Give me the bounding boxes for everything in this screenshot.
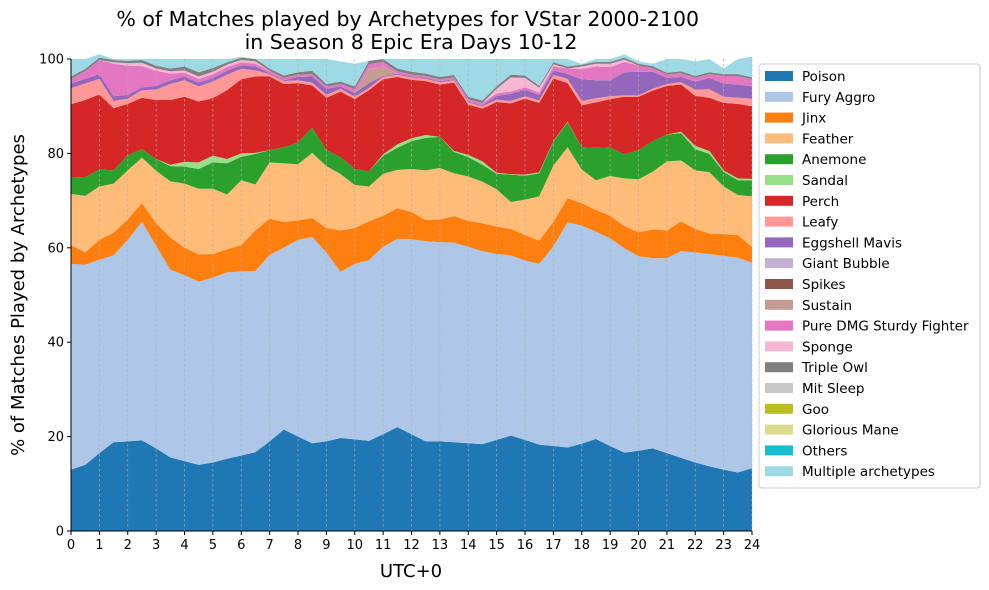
legend-label: Perch bbox=[802, 194, 839, 210]
legend: Poison Fury Aggro Jinx Feather Anemone Sandal… bbox=[758, 63, 981, 489]
x-axis-label: UTC+0 bbox=[380, 561, 442, 582]
x-tick-label: 0 bbox=[67, 538, 75, 553]
legend-label: Spikes bbox=[802, 277, 846, 293]
legend-swatch bbox=[765, 112, 793, 123]
x-tick-label: 8 bbox=[294, 538, 302, 553]
legend-swatch bbox=[765, 466, 793, 477]
legend-swatch bbox=[765, 133, 793, 144]
legend-label: Sustain bbox=[802, 298, 852, 314]
x-tick-label: 10 bbox=[346, 538, 363, 553]
legend-swatch bbox=[765, 216, 793, 227]
legend-swatch bbox=[765, 195, 793, 206]
y-axis-label: % of Matches Played by Archetypes bbox=[8, 134, 29, 456]
legend-frame bbox=[758, 63, 981, 489]
area-perch bbox=[71, 76, 752, 179]
x-tick-label: 18 bbox=[573, 538, 590, 553]
legend-swatch bbox=[765, 320, 793, 331]
x-tick-label: 14 bbox=[460, 538, 477, 553]
chart-title-line-2: in Season 8 Epic Era Days 10-12 bbox=[245, 30, 578, 54]
x-tick-label: 24 bbox=[744, 538, 761, 553]
legend-swatch bbox=[765, 175, 793, 185]
legend-swatch bbox=[765, 341, 793, 352]
legend-swatch bbox=[765, 383, 793, 393]
x-tick-label: 22 bbox=[687, 538, 704, 553]
legend-swatch bbox=[765, 445, 793, 456]
chart-title: % of Matches played by Archetypes for VS… bbox=[116, 7, 705, 54]
legend-swatch bbox=[765, 258, 793, 269]
legend-swatch bbox=[765, 424, 793, 435]
legend-label: Others bbox=[802, 443, 847, 459]
legend-label: Goo bbox=[802, 402, 829, 418]
x-tick-label: 5 bbox=[209, 538, 217, 553]
legend-label: Fury Aggro bbox=[802, 90, 875, 106]
x-tick-label: 23 bbox=[715, 538, 732, 553]
legend-label: Triple Owl bbox=[801, 360, 868, 376]
legend-label: Sponge bbox=[802, 339, 853, 355]
x-tick-label: 12 bbox=[403, 538, 420, 553]
x-tick-label: 2 bbox=[124, 538, 132, 553]
x-tick-label: 9 bbox=[322, 538, 330, 553]
legend-swatch bbox=[765, 71, 793, 81]
legend-swatch bbox=[765, 362, 793, 373]
y-tick-label: 100 bbox=[39, 53, 64, 68]
legend-label: Multiple archetypes bbox=[802, 464, 935, 480]
y-tick-label: 0 bbox=[56, 525, 64, 540]
x-tick-label: 3 bbox=[152, 538, 160, 553]
y-tick-label: 40 bbox=[47, 336, 64, 351]
x-tick-label: 16 bbox=[517, 538, 534, 553]
legend-label: Poison bbox=[802, 69, 846, 85]
x-tick-label: 21 bbox=[659, 538, 676, 553]
legend-swatch bbox=[765, 299, 793, 310]
legend-label: Eggshell Mavis bbox=[802, 235, 902, 251]
legend-swatch bbox=[765, 237, 793, 248]
vertical-grid bbox=[70, 59, 753, 531]
x-tick-label: 6 bbox=[237, 538, 245, 553]
axes: 0 1 2 3 4 5 6 7 8 9 10 11 12 13 14 15 16 17 18 19 20 21 22 23 24… bbox=[39, 53, 760, 554]
y-tick-label: 20 bbox=[47, 430, 64, 445]
x-tick-label: 13 bbox=[432, 538, 449, 553]
legend-label: Anemone bbox=[802, 152, 866, 168]
x-tick-label: 4 bbox=[180, 538, 188, 553]
legend-swatch bbox=[765, 403, 793, 414]
y-tick-label: 60 bbox=[47, 241, 64, 256]
legend-label: Glorious Mane bbox=[802, 423, 899, 439]
legend-label: Giant Bubble bbox=[802, 256, 890, 272]
area-sponge bbox=[71, 59, 752, 103]
legend-swatch bbox=[765, 91, 793, 102]
legend-swatch bbox=[765, 279, 793, 289]
x-tick-label: 15 bbox=[488, 538, 505, 553]
chart-title-line-1: % of Matches played by Archetypes for VS… bbox=[116, 7, 699, 31]
legend-label: Mit Sleep bbox=[802, 381, 864, 397]
area-leafy bbox=[71, 68, 752, 109]
area-anemone bbox=[71, 122, 752, 203]
x-tick-label: 11 bbox=[375, 538, 392, 553]
legend-label: Feather bbox=[802, 131, 854, 147]
legend-label: Sandal bbox=[802, 173, 848, 189]
x-tick-label: 19 bbox=[602, 538, 619, 553]
y-tick-label: 80 bbox=[47, 147, 64, 162]
area-multiple-archetypes bbox=[71, 54, 752, 101]
legend-swatch bbox=[765, 154, 793, 165]
legend-label: Pure DMG Sturdy Fighter bbox=[802, 319, 969, 335]
legend-label: Jinx bbox=[801, 111, 826, 127]
x-tick-label: 7 bbox=[265, 538, 273, 553]
x-tick-label: 17 bbox=[545, 538, 562, 553]
area-triple-owl bbox=[71, 57, 752, 103]
legend-label: Leafy bbox=[802, 215, 838, 231]
x-tick-label: 1 bbox=[95, 538, 103, 553]
x-tick-label: 20 bbox=[630, 538, 647, 553]
